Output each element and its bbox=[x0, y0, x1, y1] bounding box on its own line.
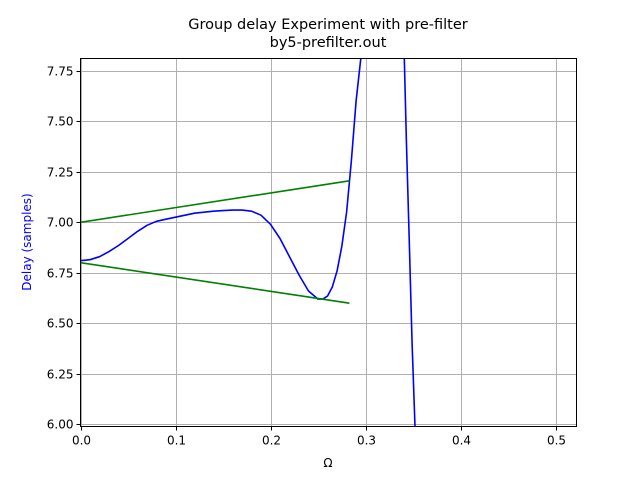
y-tick-label: 7.25 bbox=[47, 166, 74, 180]
x-tick-label: 0.0 bbox=[72, 434, 91, 448]
y-tick-label: 6.75 bbox=[47, 267, 74, 281]
axis-ticks: 0.0 0.1 0.2 0.3 0.4 0.5 6.00 6.25 6.50 6.75 7.00 7.… bbox=[47, 65, 566, 448]
axes-frame bbox=[80, 58, 577, 427]
series-line-2 bbox=[80, 261, 350, 304]
x-tick-label: 0.4 bbox=[452, 434, 471, 448]
x-tick-label: 0.2 bbox=[262, 434, 281, 448]
chart-subtitle: by5-prefilter.out bbox=[269, 35, 387, 51]
y-tick-label: 7.75 bbox=[47, 65, 74, 79]
y-tick-label: 7.50 bbox=[47, 115, 74, 129]
x-tick-label: 0.5 bbox=[547, 434, 566, 448]
x-axis-label: Ω bbox=[323, 456, 332, 470]
data-series bbox=[80, 58, 416, 427]
series-line-0 bbox=[80, 58, 416, 427]
y-tick-label: 6.50 bbox=[47, 317, 74, 331]
x-tick-label: 0.3 bbox=[357, 434, 376, 448]
y-tick-label: 7.00 bbox=[47, 216, 74, 230]
y-tick-label: 6.25 bbox=[47, 368, 74, 382]
chart-title: Group delay Experiment with pre-filter bbox=[188, 17, 468, 33]
y-axis-label: Delay (samples) bbox=[20, 193, 34, 290]
grid-lines bbox=[80, 58, 577, 427]
series-line-1 bbox=[80, 180, 350, 224]
y-tick-label: 6.00 bbox=[47, 418, 74, 432]
x-tick-label: 0.1 bbox=[167, 434, 186, 448]
